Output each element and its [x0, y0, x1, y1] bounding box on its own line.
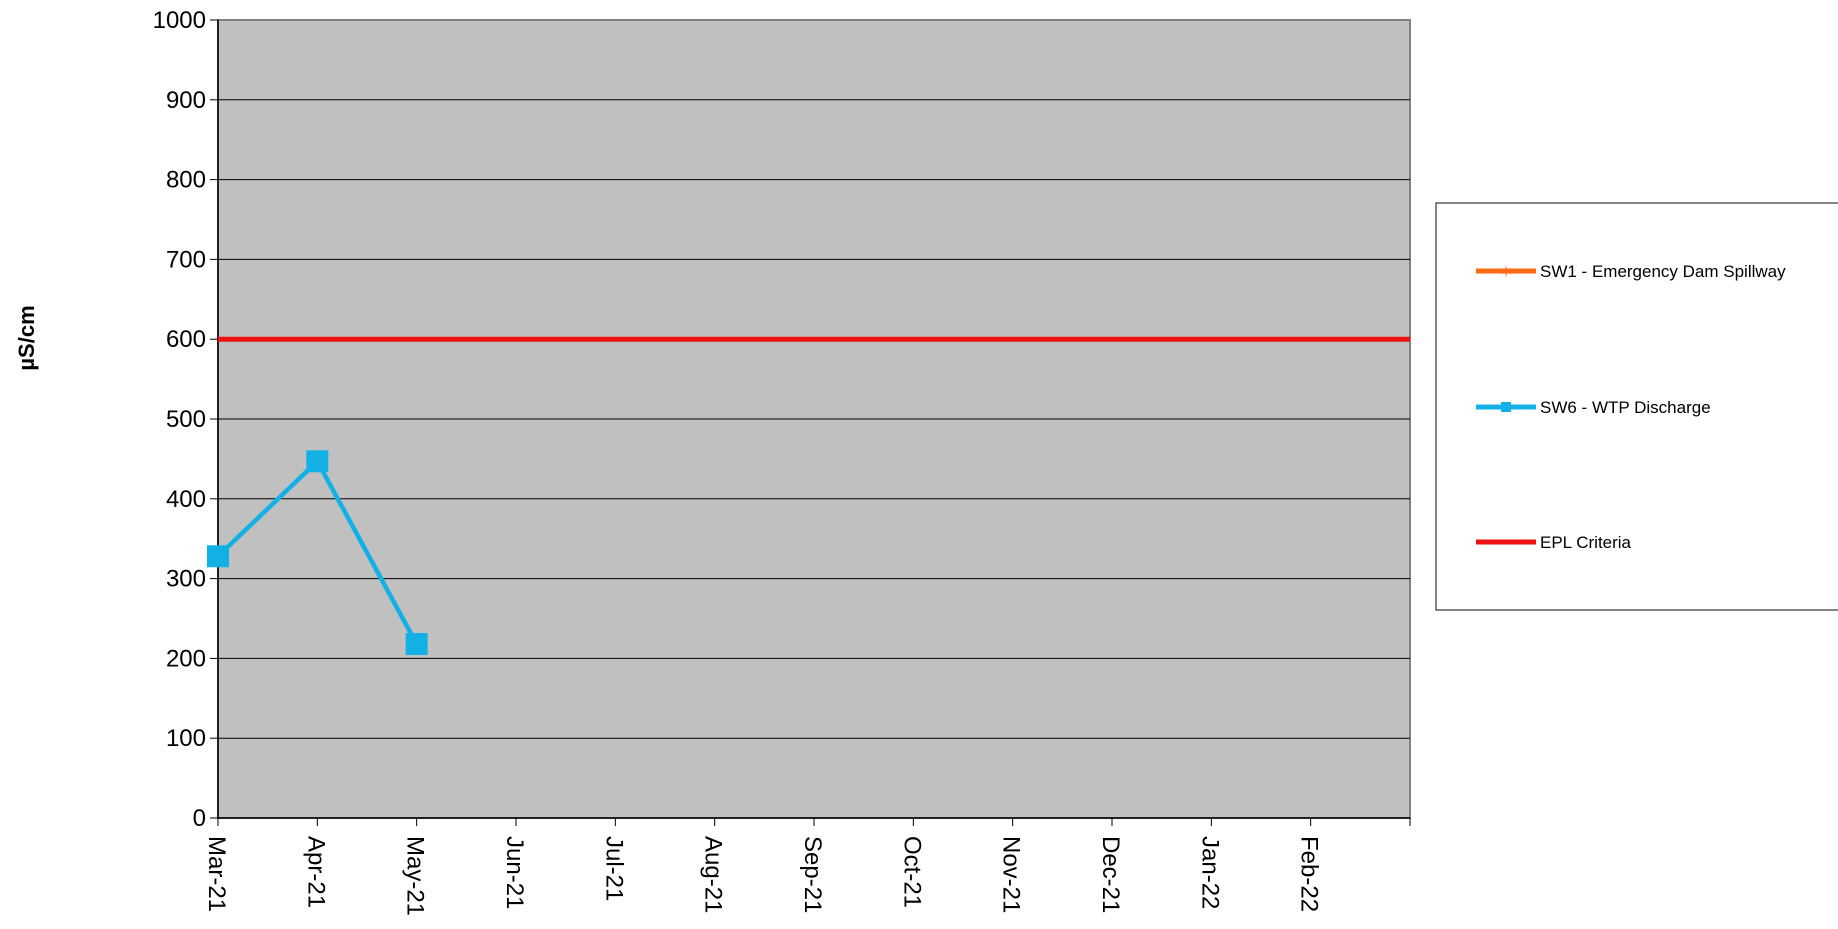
x-tick-label: Feb-22: [1296, 836, 1323, 912]
legend-swatch-marker: [1501, 402, 1511, 412]
data-point: [405, 633, 428, 656]
y-tick-label: 200: [166, 645, 206, 672]
legend-label: SW1 - Emergency Dam Spillway: [1540, 262, 1786, 281]
y-tick-label: 800: [166, 167, 206, 194]
legend-label: SW6 - WTP Discharge: [1540, 398, 1711, 417]
x-tick-label: Jan-22: [1196, 836, 1223, 909]
y-axis: 0 100 200 300 400 500 600 700 800 900 1000: [153, 7, 219, 832]
legend-item: EPL Criteria: [1476, 533, 1632, 552]
y-tick-label: 1000: [153, 7, 206, 34]
legend-swatch-marker: ✶: [1499, 262, 1512, 281]
y-tick-label: 500: [166, 406, 206, 433]
legend-item: SW6 - WTP Discharge: [1476, 398, 1711, 417]
y-tick-label: 0: [193, 805, 206, 832]
x-tick-label: Dec-21: [1097, 836, 1124, 913]
legend: ✶ SW1 - Emergency Dam Spillway SW6 - WTP D…: [1435, 202, 1838, 611]
y-tick-label: 700: [166, 246, 206, 273]
y-tick-label: 900: [166, 87, 206, 114]
y-tick-label: 300: [166, 566, 206, 593]
data-point: [207, 545, 229, 568]
x-tick-label: Nov-21: [998, 836, 1025, 913]
x-axis: Mar-21 Apr-21 May-21 Jun-21 Jul-21 Aug-21 Sep-…: [203, 817, 1411, 916]
x-tick-label: May-21: [402, 836, 429, 916]
data-point: [306, 450, 329, 473]
x-tick-label: Jun-21: [501, 836, 528, 909]
legend-item: ✶ SW1 - Emergency Dam Spillway: [1476, 262, 1786, 281]
y-tick-label: 600: [166, 326, 206, 353]
x-tick-label: Mar-21: [203, 836, 230, 912]
legend-label: EPL Criteria: [1540, 533, 1632, 552]
x-tick-label: Oct-21: [898, 836, 925, 908]
x-tick-label: Aug-21: [700, 836, 727, 913]
x-tick-label: Apr-21: [302, 836, 329, 908]
x-tick-label: Jul-21: [600, 836, 627, 901]
y-tick-label: 400: [166, 486, 206, 513]
series-layer: [207, 336, 1410, 656]
series-1: [207, 450, 428, 656]
y-axis-title: µS/cm: [14, 305, 39, 370]
x-tick-label: Sep-21: [799, 836, 826, 913]
y-tick-label: 100: [166, 725, 206, 752]
